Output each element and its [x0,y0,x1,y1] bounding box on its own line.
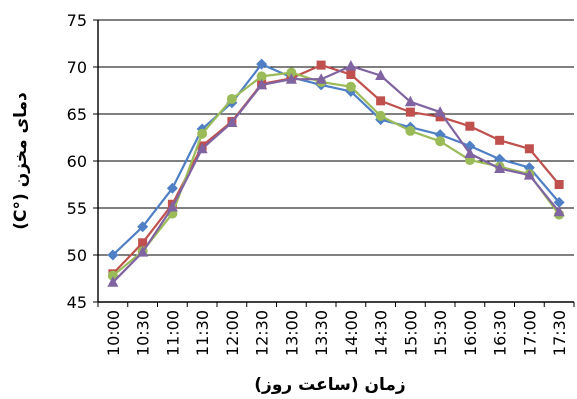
data-point [464,147,476,158]
y-tick-label: 50 [67,246,87,265]
series-3 [107,67,565,281]
data-point [256,58,268,70]
x-tick-label: 15:30 [431,310,450,356]
data-point [138,238,148,248]
data-point [345,81,356,92]
x-ticks: 10:00 10:30 11:00 11:30 12:00 12:30 13:00 13:30… [97,302,575,356]
data-point [166,201,178,212]
data-point [315,73,327,84]
x-tick-label: 17:00 [520,310,539,356]
data-point [346,70,356,80]
data-point [256,71,267,82]
x-tick-label: 13:30 [312,310,331,356]
data-point [465,121,475,131]
data-point [494,153,506,165]
data-point [285,73,297,84]
x-tick-label: 10:30 [134,310,153,356]
x-tick-label: 10:00 [104,310,123,356]
x-tick-label: 14:00 [342,310,361,356]
data-point [137,221,149,233]
data-point [495,135,505,145]
y-tick-label: 65 [67,105,87,124]
data-point [316,60,326,70]
data-point [286,67,297,78]
x-tick-label: 17:30 [550,310,569,356]
y-tick-label: 45 [67,293,87,312]
y-tick-label: 60 [67,152,87,171]
x-tick-label: 15:00 [401,310,420,356]
data-point [226,93,237,104]
series-group [107,58,565,287]
y-axis-title: دمای مخزن (°C) [11,92,31,230]
x-tick-label: 16:30 [491,310,510,356]
data-point [435,112,445,122]
data-point [226,116,238,127]
series-2 [108,60,564,279]
data-point [107,270,118,281]
data-point [523,169,535,180]
data-point [553,205,565,217]
data-point [196,142,208,154]
y-tick-label: 55 [67,199,87,218]
x-tick-label: 12:30 [253,310,272,356]
data-point [405,125,416,136]
data-point [524,144,534,154]
x-axis-title: زمان (ساعت روز) [254,375,405,395]
data-point [166,182,178,194]
y-tick-label: 75 [67,11,87,30]
data-point [345,60,357,71]
data-point [554,180,564,189]
data-point [375,69,387,80]
x-tick-label: 13:00 [282,310,301,356]
data-point [107,249,119,261]
series-4-line [111,64,561,284]
y-tick-label: 70 [67,58,87,77]
x-tick-label: 11:00 [163,310,182,356]
data-point [404,95,416,107]
gridlines [98,19,574,256]
series-2-line [111,63,561,275]
data-point [494,162,506,174]
data-point [375,110,386,121]
series-3-line [111,71,561,277]
data-point [197,128,208,139]
x-tick-label: 11:30 [193,310,212,356]
data-point [405,107,415,117]
x-tick-label: 12:00 [223,310,242,356]
series-1-line [111,63,561,257]
series-1 [107,58,565,261]
series-4 [107,60,565,287]
data-point [137,246,149,257]
data-point [435,136,446,147]
x-tick-label: 14:30 [372,310,391,356]
y-ticks: 45 50 55 60 65 70 75 [67,11,98,312]
data-point [256,78,268,90]
data-point [553,196,565,208]
data-point [376,96,386,106]
data-point [107,276,119,287]
x-tick-label: 16:00 [461,310,480,356]
data-point [434,106,446,117]
